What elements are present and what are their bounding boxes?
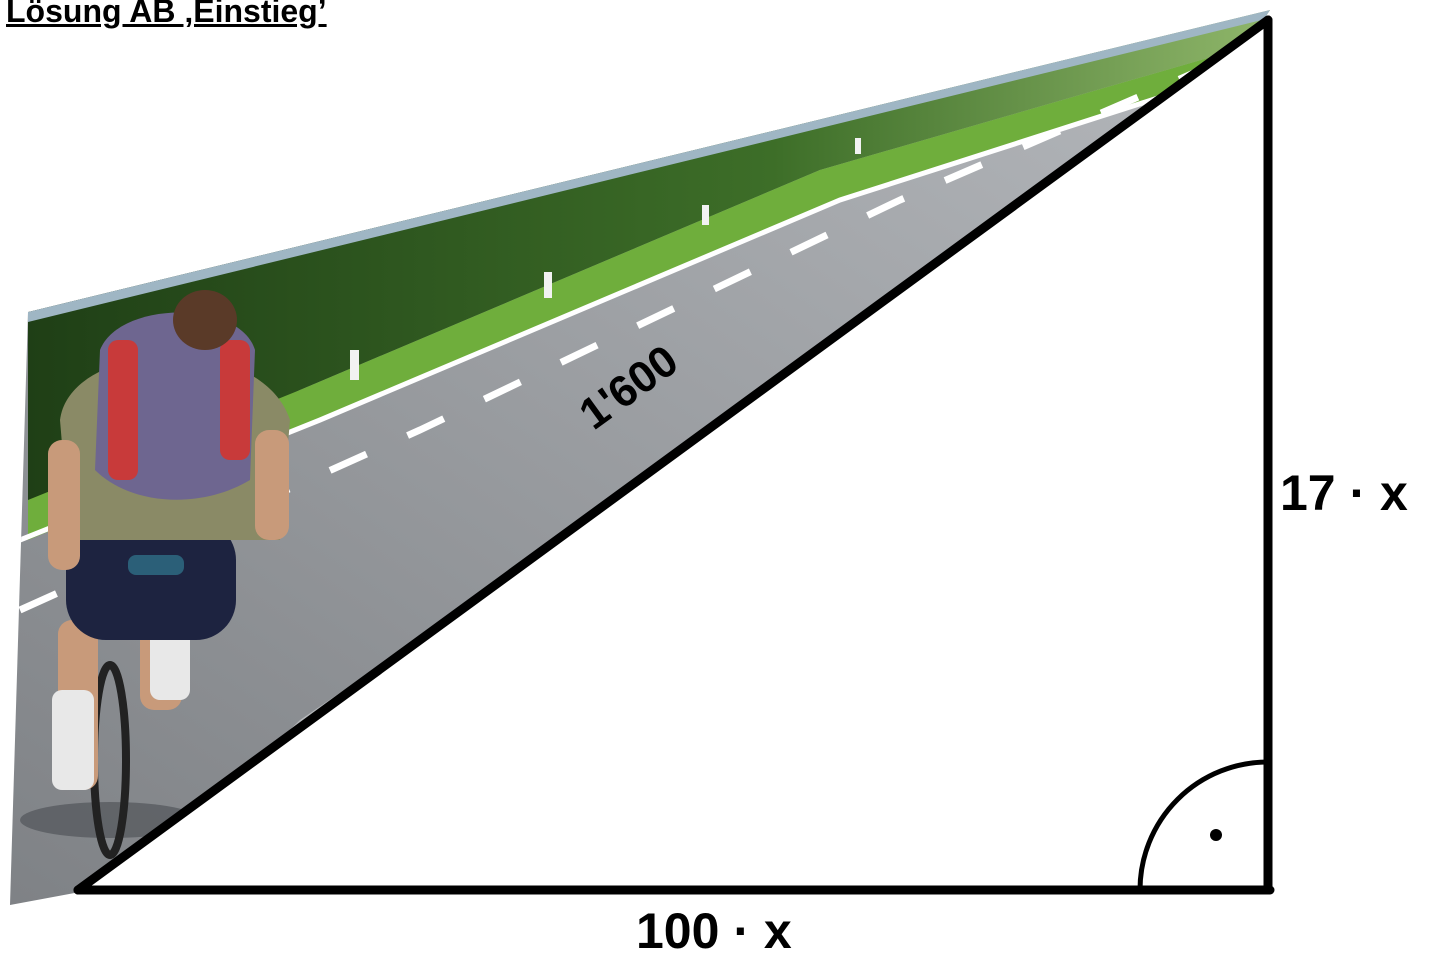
cyclist-figure (20, 290, 290, 859)
page-title: Lösung AB ‚Einstieg’ (6, 0, 327, 29)
right-angle-arc (1137, 759, 1269, 891)
right-angle-dot (1210, 829, 1222, 841)
height-label: 17 · x (1280, 465, 1408, 521)
triangle-hypotenuse (73, 15, 1273, 895)
right-triangle (73, 15, 1275, 895)
base-label: 100 · x (636, 903, 792, 959)
